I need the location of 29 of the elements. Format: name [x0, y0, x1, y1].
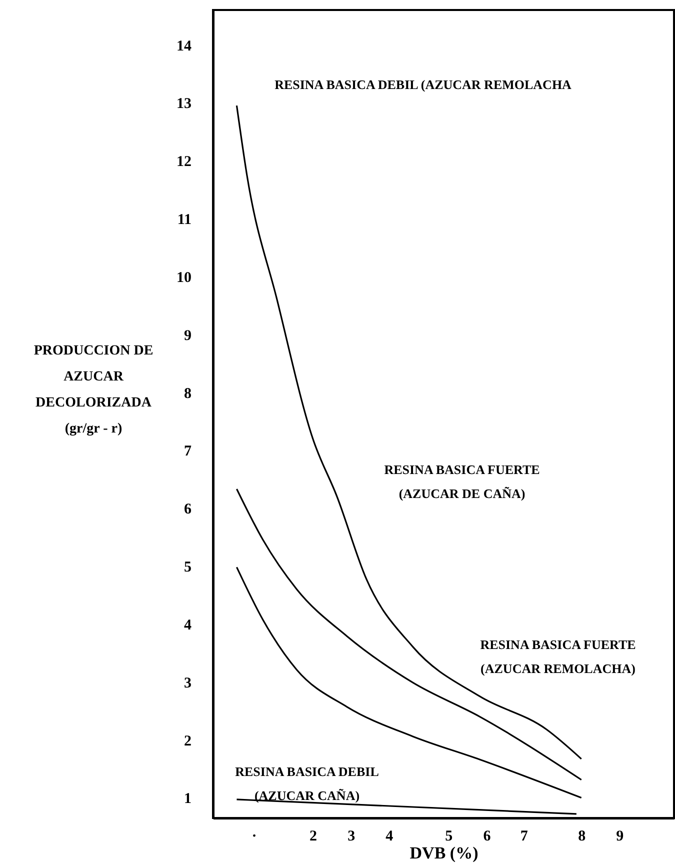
y-tick-label: 12 [176, 154, 192, 170]
y-tick-label: 1 [184, 791, 192, 808]
x-tick-label: 4 [386, 828, 394, 844]
y-tick-label: 6 [184, 502, 192, 518]
y-tick-label: 10 [176, 270, 192, 286]
x-tick-label: · [252, 828, 257, 844]
y-tick-label: 4 [184, 617, 192, 634]
x-tick-label: 8 [578, 828, 586, 844]
x-tick-label: 5 [445, 828, 453, 844]
y-tick-label: 9 [184, 328, 192, 344]
y-axis-title: PRODUCCION DE AZUCAR DECOLORIZADA (gr/gr - r) [34, 344, 154, 436]
annotation: RESINA BASICA DEBIL (AZUCAR REMOLACHA [274, 77, 572, 92]
y-tick-label: 11 [177, 212, 192, 228]
x-axis-title: DVB (%) [410, 844, 478, 862]
x-tick-label: 3 [348, 828, 356, 844]
y-tick-label: 7 [184, 444, 192, 460]
y-tick-label: 14 [176, 38, 192, 54]
y-tick-label: 5 [184, 560, 192, 576]
y-tick-label: 3 [184, 675, 192, 692]
y-tick-label: 2 [184, 733, 192, 750]
annotation: RESINA BASICA DEBIL (AZUCAR CAÑA) [235, 764, 380, 803]
x-tick-label: 9 [616, 828, 624, 844]
x-tick-label: 2 [310, 828, 318, 844]
annotation: RESINA BASICA FUERTE (AZUCAR REMOLACHA) [480, 637, 636, 676]
x-tick-label: 7 [520, 828, 528, 844]
y-tick-label: 13 [176, 96, 192, 112]
annotation: RESINA BASICA FUERTE (AZUCAR DE CAÑA) [384, 462, 540, 501]
y-tick-label: 8 [184, 386, 192, 402]
x-tick-label: 6 [483, 828, 492, 844]
